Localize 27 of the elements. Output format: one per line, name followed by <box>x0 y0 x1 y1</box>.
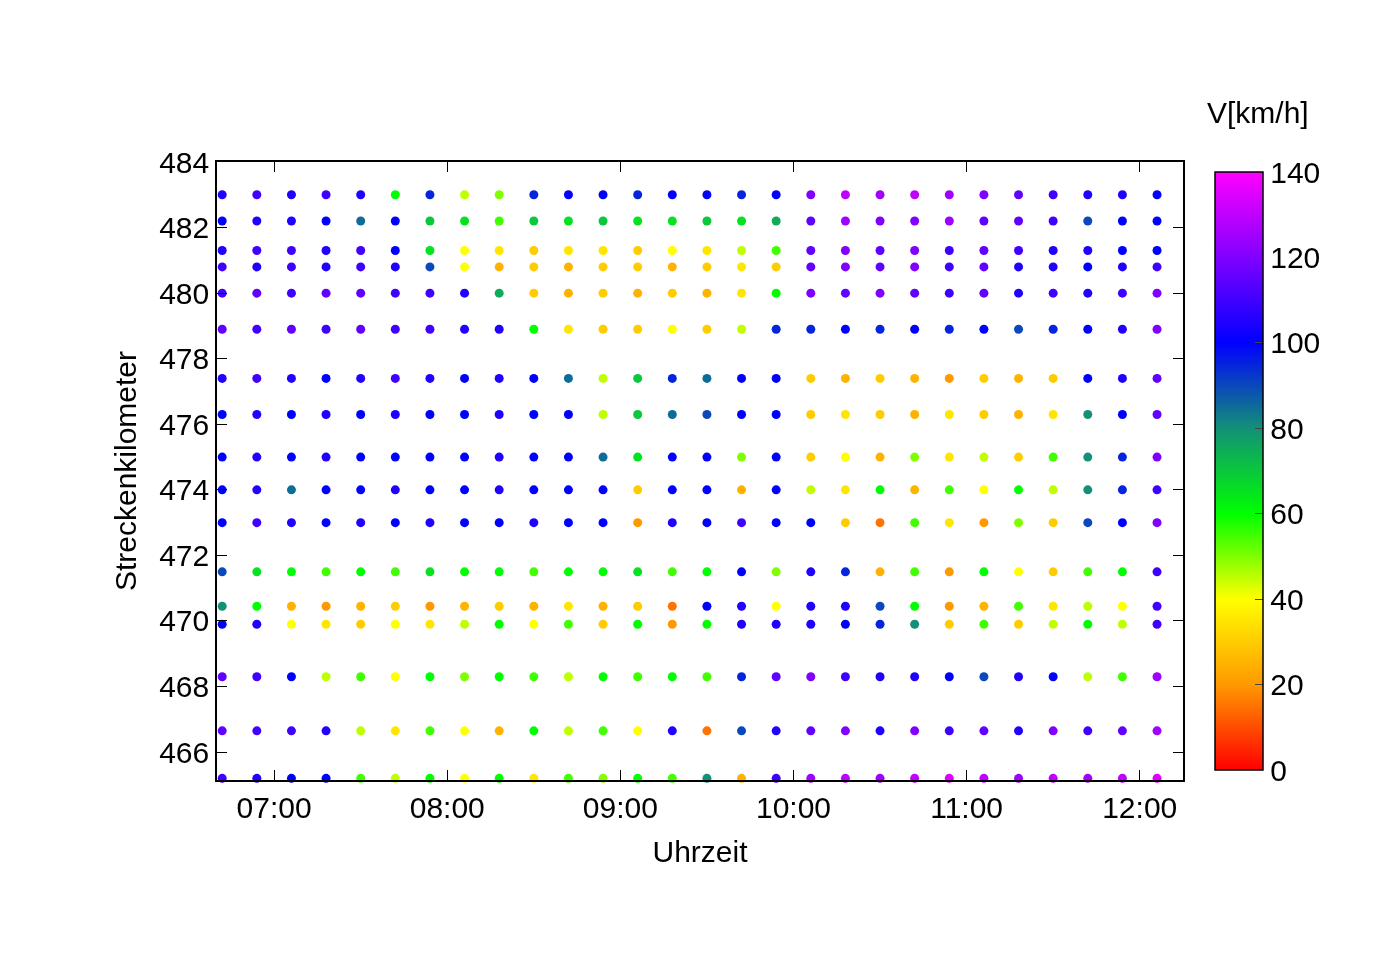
y-tick-label: 482 <box>159 211 210 245</box>
y-tick-label: 470 <box>159 604 210 638</box>
x-tick-label: 09:00 <box>582 790 658 824</box>
x-tick-label: 08:00 <box>409 790 485 824</box>
color-bar-label: 0 <box>1270 753 1287 787</box>
y-tick-label: 468 <box>159 670 210 704</box>
x-axis-title: Uhrzeit <box>652 834 749 868</box>
color-bar-label: 20 <box>1270 668 1304 702</box>
y-tick-label: 472 <box>159 538 210 572</box>
color-bar-label: 80 <box>1270 411 1304 445</box>
y-axis-title: Streckenkilometer <box>108 350 142 592</box>
color-bar-label: 60 <box>1270 497 1304 531</box>
y-tick-label: 484 <box>159 145 210 179</box>
color-bar-label: 120 <box>1270 240 1321 274</box>
color-bar-title: V[km/h] <box>1207 96 1309 129</box>
color-bar-label: 100 <box>1270 326 1321 360</box>
y-tick-label: 480 <box>159 276 210 310</box>
y-tick-label: 474 <box>159 473 210 507</box>
color-bar-label: 140 <box>1270 155 1321 189</box>
x-tick-label: 11:00 <box>930 790 1004 824</box>
x-tick-label: 12:00 <box>1102 790 1178 824</box>
y-tick-label: 476 <box>159 407 210 441</box>
y-tick-label: 466 <box>159 735 210 769</box>
x-tick-label: 10:00 <box>755 790 832 824</box>
x-tick-label: 07:00 <box>236 790 312 824</box>
y-tick-label: 478 <box>159 342 210 376</box>
color-bar-label: 40 <box>1270 582 1304 616</box>
